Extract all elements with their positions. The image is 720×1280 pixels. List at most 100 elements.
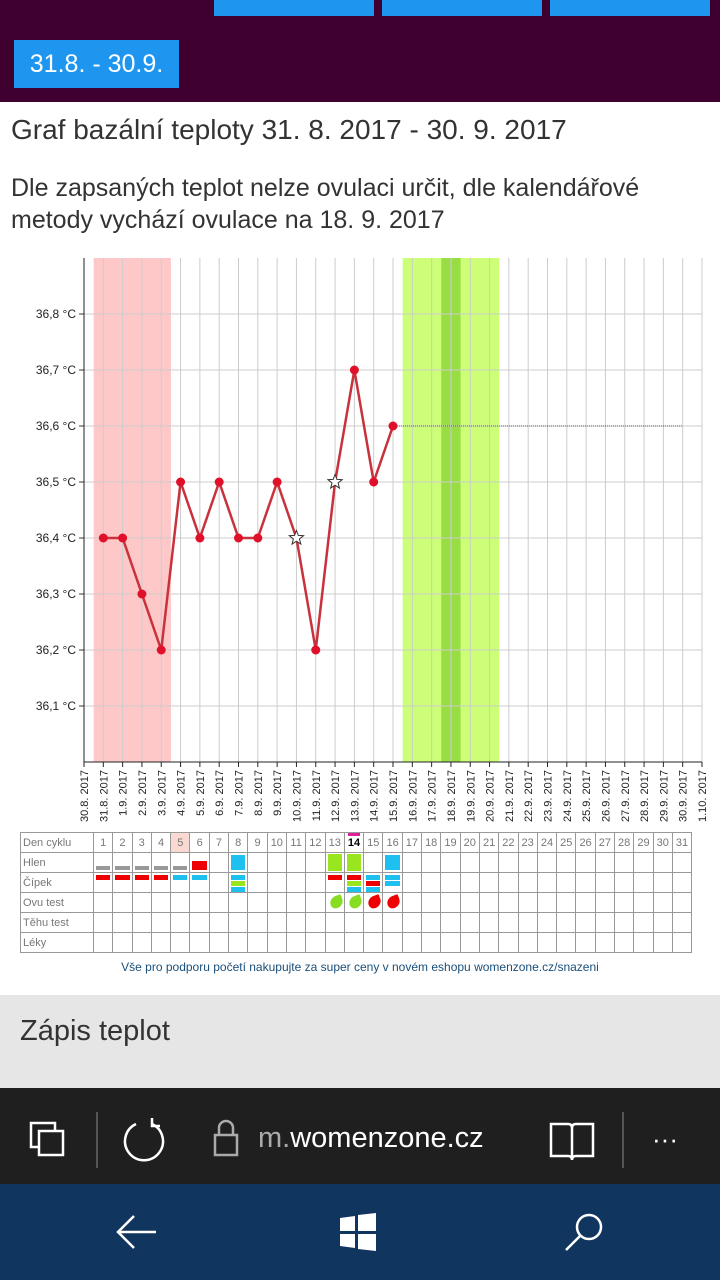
table-cell[interactable] <box>343 892 365 913</box>
table-cell[interactable] <box>305 852 326 873</box>
table-cell[interactable] <box>324 912 345 933</box>
table-cell[interactable] <box>150 892 172 913</box>
promo-link[interactable]: Vše pro podporu početí nakupujte za supe… <box>121 960 599 974</box>
table-cell[interactable] <box>401 912 423 933</box>
table-cell[interactable] <box>575 852 596 873</box>
reading-view-icon[interactable] <box>548 1120 596 1162</box>
table-cell[interactable] <box>305 872 326 893</box>
table-cell[interactable] <box>170 872 191 893</box>
table-cell[interactable] <box>633 852 654 873</box>
table-cell[interactable] <box>459 852 480 873</box>
table-cell[interactable] <box>150 932 172 953</box>
table-cell[interactable] <box>671 932 693 953</box>
table-cell[interactable] <box>652 932 673 953</box>
table-cell[interactable] <box>440 912 461 933</box>
table-cell[interactable] <box>382 852 403 873</box>
table-cell[interactable] <box>382 912 403 933</box>
table-cell[interactable] <box>112 852 133 873</box>
table-cell[interactable] <box>170 852 191 873</box>
table-cell[interactable] <box>440 852 461 873</box>
date-range-button[interactable]: 31.8. - 30.9. <box>14 40 179 88</box>
table-cell[interactable] <box>228 872 249 893</box>
table-cell[interactable] <box>421 872 442 893</box>
table-cell[interactable] <box>556 872 577 893</box>
table-cell[interactable] <box>208 892 230 913</box>
table-cell[interactable] <box>478 932 500 953</box>
table-cell[interactable] <box>247 872 268 893</box>
table-cell[interactable] <box>594 932 616 953</box>
table-cell[interactable] <box>363 892 384 913</box>
table-cell[interactable] <box>594 872 616 893</box>
refresh-icon[interactable] <box>122 1118 168 1164</box>
table-cell[interactable] <box>363 852 384 873</box>
table-cell[interactable] <box>92 892 114 913</box>
search-icon[interactable] <box>562 1210 606 1254</box>
table-cell[interactable] <box>575 872 596 893</box>
table-cell[interactable] <box>131 872 152 893</box>
table-cell[interactable] <box>633 892 654 913</box>
table-cell[interactable] <box>556 852 577 873</box>
table-cell[interactable] <box>614 912 635 933</box>
table-cell[interactable] <box>247 852 268 873</box>
table-cell[interactable] <box>536 932 558 953</box>
table-cell[interactable] <box>517 872 538 893</box>
table-cell[interactable] <box>208 852 230 873</box>
table-cell[interactable] <box>343 912 365 933</box>
table-cell[interactable] <box>266 872 287 893</box>
table-cell[interactable] <box>556 892 577 913</box>
table-cell[interactable] <box>536 892 558 913</box>
table-cell[interactable] <box>575 932 596 953</box>
table-cell[interactable] <box>363 872 384 893</box>
table-cell[interactable] <box>517 912 538 933</box>
table-cell[interactable] <box>421 852 442 873</box>
table-cell[interactable] <box>92 872 114 893</box>
table-cell[interactable] <box>131 912 152 933</box>
table-cell[interactable] <box>575 892 596 913</box>
table-cell[interactable] <box>324 892 345 913</box>
table-cell[interactable] <box>401 872 423 893</box>
table-cell[interactable] <box>285 912 307 933</box>
table-cell[interactable] <box>478 892 500 913</box>
back-icon[interactable] <box>114 1212 158 1252</box>
table-cell[interactable] <box>459 912 480 933</box>
table-cell[interactable] <box>517 892 538 913</box>
table-cell[interactable] <box>556 912 577 933</box>
table-cell[interactable] <box>498 932 519 953</box>
table-cell[interactable] <box>401 932 423 953</box>
table-cell[interactable] <box>498 872 519 893</box>
table-cell[interactable] <box>594 912 616 933</box>
table-cell[interactable] <box>671 852 693 873</box>
table-cell[interactable] <box>189 872 210 893</box>
table-cell[interactable] <box>266 852 287 873</box>
table-cell[interactable] <box>92 932 114 953</box>
table-cell[interactable] <box>575 912 596 933</box>
table-cell[interactable] <box>170 932 191 953</box>
table-cell[interactable] <box>324 932 345 953</box>
table-cell[interactable] <box>498 852 519 873</box>
table-cell[interactable] <box>228 932 249 953</box>
table-cell[interactable] <box>112 912 133 933</box>
table-cell[interactable] <box>131 852 152 873</box>
table-cell[interactable] <box>633 912 654 933</box>
table-cell[interactable] <box>266 892 287 913</box>
windows-start-icon[interactable] <box>338 1212 378 1252</box>
table-cell[interactable] <box>478 912 500 933</box>
table-cell[interactable] <box>208 872 230 893</box>
table-cell[interactable] <box>652 892 673 913</box>
table-cell[interactable] <box>228 892 249 913</box>
table-cell[interactable] <box>594 892 616 913</box>
table-cell[interactable] <box>459 932 480 953</box>
table-cell[interactable] <box>556 932 577 953</box>
table-cell[interactable] <box>614 872 635 893</box>
table-cell[interactable] <box>189 852 210 873</box>
table-cell[interactable] <box>305 912 326 933</box>
table-cell[interactable] <box>440 872 461 893</box>
table-cell[interactable] <box>459 892 480 913</box>
more-button[interactable]: ··· <box>652 1124 678 1154</box>
table-cell[interactable] <box>382 932 403 953</box>
table-cell[interactable] <box>92 912 114 933</box>
table-cell[interactable] <box>440 892 461 913</box>
table-cell[interactable] <box>633 932 654 953</box>
table-cell[interactable] <box>343 932 365 953</box>
table-cell[interactable] <box>247 892 268 913</box>
